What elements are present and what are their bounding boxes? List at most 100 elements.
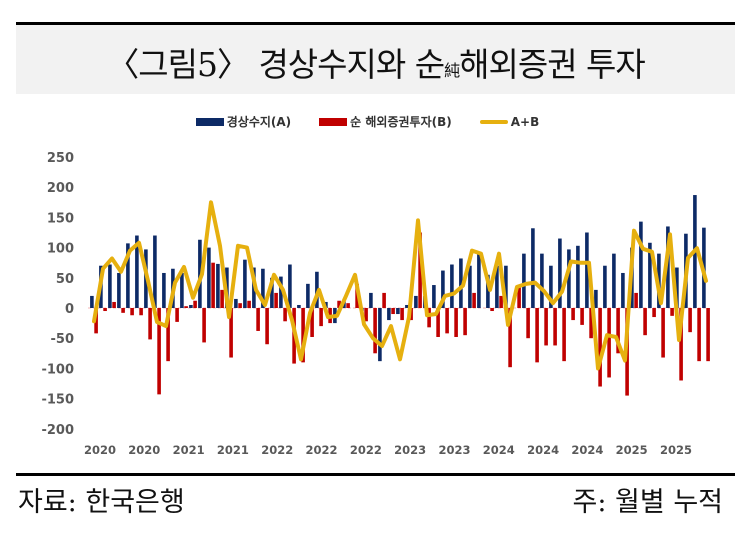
legend-item-portfolio: 순 해외증권투자(B) — [319, 113, 452, 130]
bar-current-account — [468, 265, 472, 308]
y-tick-label: 150 — [47, 211, 74, 226]
bar-portfolio — [238, 303, 242, 308]
bar-current-account — [270, 277, 274, 308]
title-main: 〈그림5〉 경상수지와 순 — [106, 45, 445, 84]
bar-portfolio — [517, 286, 521, 308]
x-tick-label: 2024 — [527, 443, 559, 457]
bar-portfolio — [391, 308, 395, 315]
bar-portfolio — [193, 300, 197, 308]
bar-current-account — [549, 265, 553, 308]
bar-portfolio — [571, 308, 575, 321]
bar-current-account — [441, 270, 445, 308]
bar-current-account — [675, 267, 679, 308]
bar-portfolio — [580, 308, 584, 325]
x-tick-label: 2022 — [350, 443, 382, 457]
bar-current-account — [585, 232, 589, 308]
bar-portfolio — [616, 308, 620, 354]
x-tick-label: 2024 — [571, 443, 603, 457]
bar-portfolio — [706, 308, 710, 362]
bar-current-account — [288, 264, 292, 308]
bar-portfolio — [607, 308, 611, 378]
bar-current-account — [486, 274, 490, 308]
x-tick-label: 2025 — [660, 443, 692, 457]
bar-current-account — [198, 239, 202, 308]
bar-portfolio — [166, 308, 170, 362]
bar-current-account — [567, 249, 571, 308]
bar-portfolio — [598, 308, 602, 387]
y-tick-label: 200 — [47, 181, 74, 196]
bar-current-account — [207, 247, 211, 308]
bar-portfolio — [643, 308, 647, 336]
footnote: 주: 월별 누적 — [572, 487, 723, 518]
bar-current-account — [126, 243, 130, 308]
bar-current-account — [261, 268, 265, 308]
bar-portfolio — [508, 308, 512, 368]
bar-portfolio — [679, 308, 683, 381]
legend-swatch-current-account — [195, 117, 224, 126]
bar-portfolio — [202, 308, 206, 343]
y-tick-label: -50 — [51, 332, 75, 347]
bar-portfolio — [553, 308, 557, 346]
bar-current-account — [531, 228, 535, 308]
title-band: 〈그림5〉 경상수지와 순純해외증권 투자 — [16, 22, 735, 94]
x-tick-label: 2022 — [261, 443, 293, 457]
x-tick-label: 2023 — [438, 443, 470, 457]
bar-current-account — [162, 272, 166, 308]
legend-label-sum: A+B — [510, 114, 540, 129]
bar-portfolio — [211, 262, 215, 308]
bar-portfolio — [220, 289, 224, 308]
bar-portfolio — [184, 306, 188, 308]
bar-portfolio — [427, 308, 431, 328]
bar-portfolio — [535, 308, 539, 363]
y-tick-label: 0 — [65, 302, 74, 317]
bar-portfolio — [229, 308, 233, 358]
bar-portfolio — [400, 308, 404, 321]
bar-portfolio — [103, 308, 107, 312]
bar-portfolio — [436, 308, 440, 337]
bar-portfolio — [499, 295, 503, 308]
bar-current-account — [450, 264, 454, 308]
bar-current-account — [477, 253, 481, 308]
bar-current-account — [216, 263, 220, 308]
bar-portfolio — [364, 308, 368, 322]
bar-portfolio — [661, 308, 665, 358]
bar-portfolio — [490, 308, 494, 312]
bar-current-account — [306, 283, 310, 308]
bar-current-account — [558, 238, 562, 308]
bar-portfolio — [544, 308, 548, 346]
bar-current-account — [234, 298, 238, 308]
bar-current-account — [432, 285, 436, 308]
bar-current-account — [522, 253, 526, 308]
y-tick-label: -200 — [41, 423, 74, 438]
legend-label-portfolio: 순 해외증권투자(B) — [350, 115, 452, 129]
bar-portfolio — [688, 308, 692, 333]
bar-portfolio — [562, 308, 566, 362]
bar-current-account — [639, 221, 643, 308]
bar-portfolio — [175, 308, 179, 322]
x-tick-label: 2025 — [616, 443, 648, 457]
bar-current-account — [576, 245, 580, 308]
bars-group — [90, 195, 710, 396]
x-tick-label: 2020 — [128, 443, 160, 457]
bar-current-account — [117, 272, 121, 308]
bar-current-account — [612, 253, 616, 308]
bar-portfolio — [121, 308, 125, 313]
bar-portfolio — [283, 308, 287, 322]
title-hanja: 純 — [444, 61, 460, 80]
bar-current-account — [153, 235, 157, 308]
bar-current-account — [108, 264, 112, 308]
bar-portfolio — [301, 308, 305, 363]
footer-divider — [16, 473, 735, 476]
bar-current-account — [189, 304, 193, 308]
x-tick-label: 2022 — [306, 443, 338, 457]
bar-portfolio — [139, 308, 143, 316]
chart-title: 〈그림5〉 경상수지와 순純해외증권 투자 — [16, 38, 735, 86]
bar-portfolio — [652, 308, 656, 318]
bar-current-account — [387, 308, 391, 321]
bar-portfolio — [112, 301, 116, 308]
x-tick-label: 2020 — [84, 443, 116, 457]
y-tick-label: -100 — [41, 362, 74, 377]
bar-portfolio — [148, 308, 152, 340]
chart-legend: 경상수지(A) 순 해외증권투자(B) A+B — [0, 113, 735, 130]
